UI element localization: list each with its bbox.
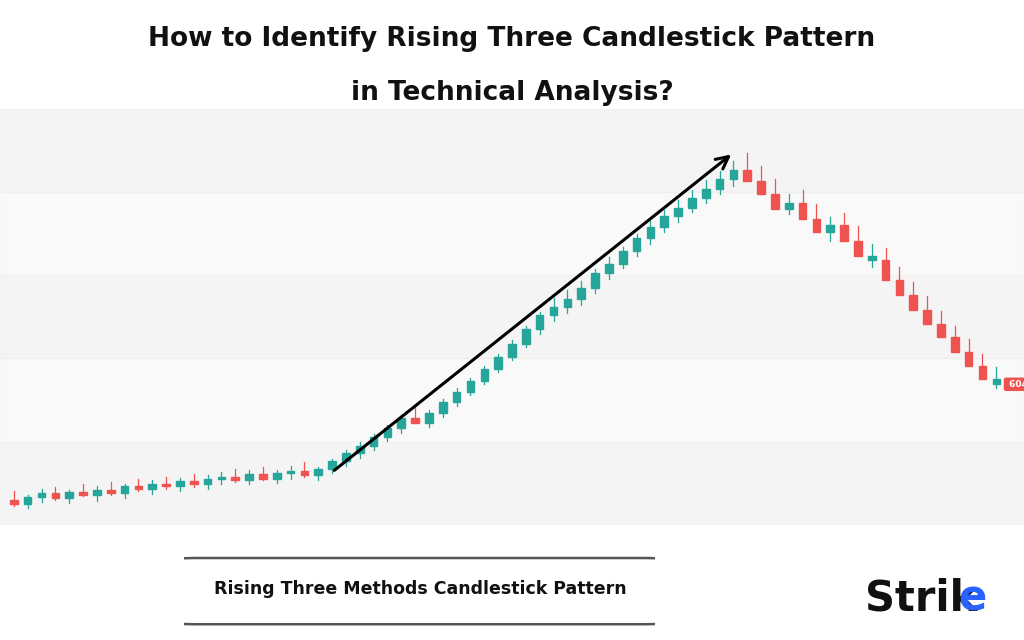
Bar xyxy=(24,497,32,504)
Bar xyxy=(93,490,100,495)
Bar xyxy=(217,477,225,479)
Bar xyxy=(231,477,239,480)
Bar xyxy=(397,419,406,428)
Bar xyxy=(259,474,266,479)
Bar xyxy=(301,471,308,476)
Bar xyxy=(342,454,350,461)
Bar xyxy=(924,310,931,324)
Bar xyxy=(854,241,862,256)
Bar xyxy=(937,324,945,337)
Bar xyxy=(633,238,640,252)
Bar xyxy=(536,315,544,330)
Bar xyxy=(646,227,654,238)
Bar xyxy=(758,181,765,195)
Bar xyxy=(0,442,1024,525)
Bar xyxy=(176,481,183,486)
Bar xyxy=(909,296,918,310)
Bar xyxy=(79,492,87,495)
Text: 604.65: 604.65 xyxy=(1006,380,1024,389)
Bar xyxy=(785,203,793,209)
Bar xyxy=(605,264,612,273)
Bar xyxy=(0,192,1024,275)
Bar xyxy=(0,358,1024,442)
Bar xyxy=(578,288,585,299)
Bar xyxy=(439,402,446,413)
Bar xyxy=(799,203,807,219)
Bar xyxy=(0,275,1024,358)
Bar xyxy=(356,446,364,454)
Bar xyxy=(329,461,336,469)
Bar xyxy=(674,207,682,216)
Bar xyxy=(370,437,378,446)
Bar xyxy=(10,500,17,504)
Bar xyxy=(134,486,142,488)
Bar xyxy=(189,481,198,484)
Bar xyxy=(660,216,668,227)
Bar xyxy=(467,381,474,392)
Bar xyxy=(716,179,723,189)
Bar xyxy=(384,428,391,437)
Bar xyxy=(951,337,958,353)
Bar xyxy=(314,469,323,476)
Bar xyxy=(453,392,461,402)
Bar xyxy=(729,170,737,179)
Bar xyxy=(121,486,128,493)
Text: e: e xyxy=(958,577,987,620)
Bar xyxy=(896,280,903,296)
Bar xyxy=(813,219,820,232)
Text: How to Identify Rising Three Candlestick Pattern: How to Identify Rising Three Candlestick… xyxy=(148,26,876,52)
Bar xyxy=(162,484,170,486)
Bar xyxy=(0,109,1024,192)
Bar xyxy=(591,273,599,288)
Bar xyxy=(51,493,59,499)
Bar xyxy=(106,490,115,493)
Bar xyxy=(841,225,848,241)
Bar xyxy=(495,357,502,369)
Bar xyxy=(563,299,571,307)
Bar xyxy=(882,260,890,280)
FancyBboxPatch shape xyxy=(175,558,665,624)
Bar xyxy=(412,419,419,423)
Text: in Technical Analysis?: in Technical Analysis? xyxy=(350,80,674,106)
Bar xyxy=(480,369,488,381)
Bar xyxy=(771,195,778,209)
Bar xyxy=(38,493,45,497)
Bar xyxy=(965,353,973,365)
Bar xyxy=(508,344,516,357)
Bar xyxy=(204,479,211,484)
Bar xyxy=(979,365,986,379)
Bar xyxy=(618,252,627,264)
Bar xyxy=(66,492,73,499)
Bar xyxy=(826,225,835,232)
Bar xyxy=(287,471,295,473)
Bar xyxy=(425,413,433,423)
Text: Strik: Strik xyxy=(865,577,978,620)
Bar xyxy=(992,379,1000,384)
Bar xyxy=(148,484,156,488)
Bar xyxy=(868,256,876,260)
Bar xyxy=(743,170,751,181)
Text: Rising Three Methods Candlestick Pattern: Rising Three Methods Candlestick Pattern xyxy=(214,580,626,598)
Bar xyxy=(522,330,529,344)
Bar xyxy=(550,307,557,315)
Bar xyxy=(688,198,695,207)
Bar xyxy=(701,189,710,198)
Bar xyxy=(246,474,253,480)
Bar xyxy=(273,473,281,479)
